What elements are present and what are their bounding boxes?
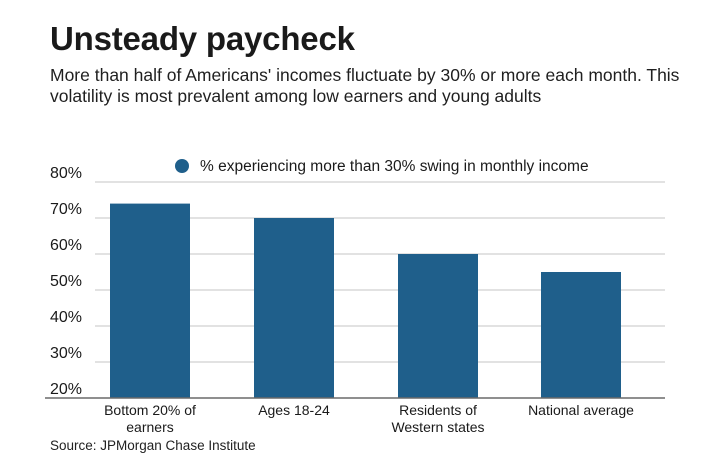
y-tick-label: 80%: [50, 165, 82, 182]
chart-title: Unsteady paycheck: [50, 20, 355, 57]
y-tick-label: 70%: [50, 201, 82, 218]
x-tick-label: Ages 18-24: [258, 402, 330, 418]
y-tick-label: 20%: [50, 381, 82, 398]
legend: % experiencing more than 30% swing in mo…: [175, 158, 589, 175]
bar: [541, 272, 621, 398]
source-note: Source: JPMorgan Chase Institute: [50, 438, 256, 453]
x-tick-labels: Bottom 20% of earners Ages 18-24 Residents …: [104, 402, 634, 435]
y-tick-label: 40%: [50, 309, 82, 326]
bar: [398, 254, 478, 398]
bar: [254, 218, 334, 398]
x-tick-label: Residents of Western states: [391, 402, 484, 435]
x-tick-label: National average: [528, 402, 634, 418]
bars: [110, 203, 621, 398]
chart-subtitle: More than half of Americans' incomes flu…: [50, 65, 680, 106]
y-tick-label: 30%: [50, 345, 82, 362]
y-tick-labels: 80% 70% 60% 50% 40% 30% 20%: [50, 165, 82, 398]
y-tick-label: 60%: [50, 237, 82, 254]
y-tick-label: 50%: [50, 273, 82, 290]
x-tick-label: Bottom 20% of earners: [104, 402, 196, 435]
legend-label: % experiencing more than 30% swing in mo…: [200, 158, 589, 175]
bar: [110, 203, 190, 398]
legend-marker: [175, 159, 189, 173]
